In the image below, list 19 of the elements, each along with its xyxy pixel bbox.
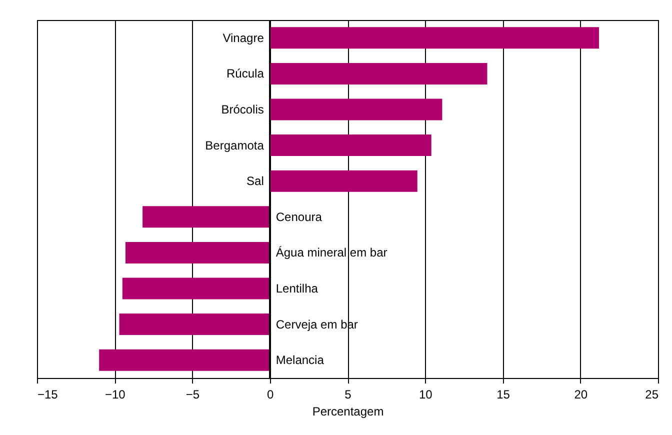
y-tick-label: Água mineral em bar: [276, 246, 388, 260]
x-tick-label: 25: [645, 388, 659, 402]
y-tick-label: Sal: [246, 174, 264, 188]
x-axis-title: Percentagem: [312, 404, 384, 418]
x-tick-label: 10: [418, 388, 433, 402]
x-tick-label: −15: [38, 388, 58, 402]
x-tick-label: 5: [344, 388, 352, 402]
x-tick-label: 20: [574, 388, 588, 402]
y-tick-label: Cenoura: [276, 210, 322, 224]
x-tick-label: −5: [186, 388, 200, 402]
y-tick-label: Lentilha: [276, 282, 318, 296]
y-tick-label: Brócolis: [221, 102, 264, 116]
x-tick-label: 15: [496, 388, 510, 402]
x-tick-label: 0: [267, 388, 274, 402]
y-tick-label: Vinagre: [222, 30, 264, 45]
y-tick-label: Bergamota: [205, 138, 264, 152]
x-tick-label: −10: [104, 388, 126, 402]
y-tick-label: Melancia: [276, 353, 324, 368]
y-tick-label: Rúcula: [226, 66, 264, 81]
